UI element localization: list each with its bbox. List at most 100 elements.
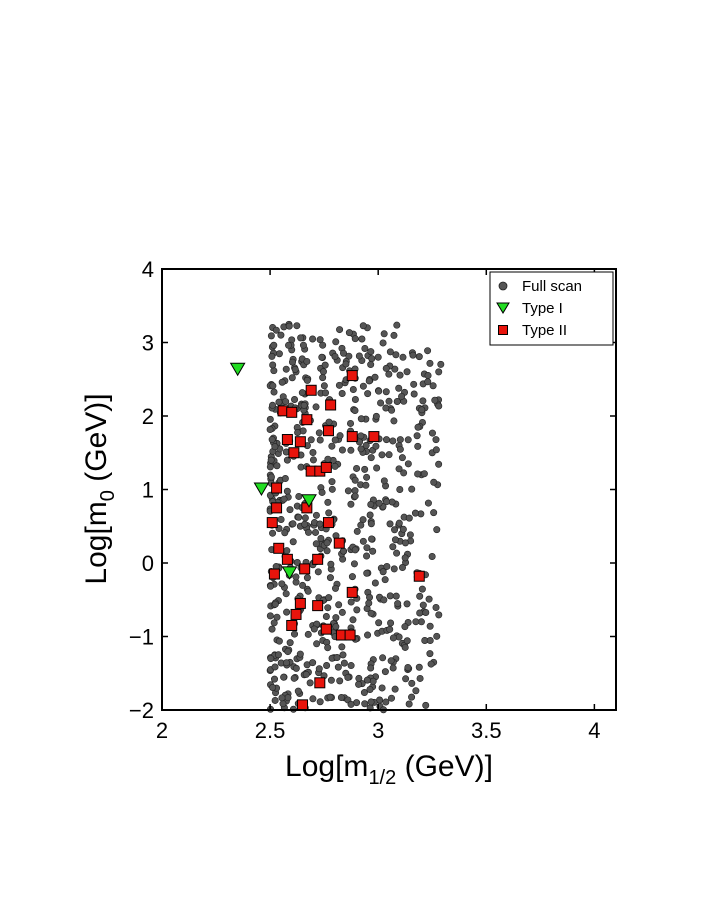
point-full-scan [304, 630, 312, 638]
point-full-scan [351, 335, 359, 343]
point-type-2 [281, 434, 293, 446]
point-full-scan [401, 554, 409, 562]
point-full-scan [328, 485, 336, 493]
point-type-2 [322, 517, 334, 529]
point-full-scan [319, 368, 327, 376]
point-full-scan [416, 592, 424, 600]
point-full-scan [269, 684, 277, 692]
point-full-scan [357, 432, 365, 440]
point-full-scan [271, 696, 279, 704]
point-full-scan [336, 326, 344, 334]
point-full-scan [378, 451, 386, 459]
point-full-scan [285, 322, 293, 330]
point-full-scan [424, 378, 432, 386]
point-full-scan [398, 454, 406, 462]
point-full-scan [269, 361, 277, 369]
point-full-scan [429, 382, 437, 390]
point-full-scan [426, 622, 434, 630]
point-full-scan [336, 677, 344, 685]
point-full-scan [303, 357, 311, 365]
point-full-scan [338, 390, 346, 398]
point-full-scan [322, 613, 330, 621]
point-full-scan [379, 654, 387, 662]
point-full-scan [294, 428, 302, 436]
point-full-scan [396, 445, 404, 453]
point-full-scan [279, 700, 287, 708]
point-full-scan [365, 377, 373, 385]
point-full-scan [316, 698, 324, 706]
point-full-scan [309, 695, 317, 703]
point-full-scan [285, 341, 293, 349]
point-full-scan [412, 618, 420, 626]
point-full-scan [419, 601, 427, 609]
point-full-scan [295, 492, 303, 500]
point-full-scan [320, 382, 328, 390]
point-full-scan [369, 547, 377, 555]
point-full-scan [392, 592, 400, 600]
point-type-2 [286, 406, 298, 418]
point-full-scan [347, 598, 355, 606]
point-full-scan [363, 544, 371, 552]
point-full-scan [357, 445, 365, 453]
point-full-scan [318, 353, 326, 361]
x-tick-label: 2 [156, 718, 168, 743]
legend-marker-full-scan [498, 281, 508, 291]
point-full-scan [316, 436, 324, 444]
point-full-scan [266, 463, 274, 471]
point-full-scan [344, 487, 352, 495]
point-full-scan [408, 679, 416, 687]
point-full-scan [415, 663, 423, 671]
point-full-scan [305, 528, 313, 536]
point-full-scan [347, 446, 355, 454]
ticks-layer: 2 2.5 3 3.5 4 −2 −1 0 1 2 3 4 [129, 257, 616, 743]
point-full-scan [363, 552, 371, 560]
point-full-scan [414, 470, 422, 478]
legend-marker-type-2 [498, 325, 508, 335]
point-full-scan [362, 481, 370, 489]
point-full-scan [389, 664, 397, 672]
y-tick-label: 4 [142, 257, 154, 282]
point-full-scan [390, 565, 398, 573]
point-full-scan [286, 639, 294, 647]
point-full-scan [309, 456, 317, 464]
point-full-scan [375, 499, 383, 507]
point-full-scan [291, 365, 299, 373]
point-full-scan [273, 462, 281, 470]
point-full-scan [272, 326, 280, 334]
point-full-scan [312, 511, 320, 519]
point-full-scan [422, 701, 430, 709]
point-full-scan [307, 436, 315, 444]
point-full-scan [398, 564, 406, 572]
point-full-scan [357, 415, 365, 423]
point-full-scan [391, 685, 399, 693]
point-full-scan [317, 534, 325, 542]
point-full-scan [424, 347, 432, 355]
x-tick-label: 3.5 [471, 718, 502, 743]
y-tick-label: 3 [142, 331, 154, 356]
legend-label-full-scan: Full scan [522, 278, 582, 295]
point-full-scan [271, 600, 279, 608]
x-axis-label: Log[m1/2 (GeV)] [285, 750, 493, 789]
point-full-scan [366, 685, 374, 693]
point-type-2 [320, 623, 332, 635]
point-full-scan [410, 380, 418, 388]
point-full-scan [359, 322, 367, 330]
point-full-scan [382, 404, 390, 412]
point-full-scan [419, 397, 427, 405]
point-full-scan [268, 625, 276, 633]
point-full-scan [351, 492, 359, 500]
point-full-scan [363, 473, 371, 481]
point-full-scan [418, 406, 426, 414]
point-full-scan [319, 341, 327, 349]
point-type-2 [297, 699, 309, 711]
point-full-scan [366, 511, 374, 519]
point-full-scan [340, 659, 348, 667]
point-full-scan [326, 574, 334, 582]
point-full-scan [367, 361, 375, 369]
point-type-1 [253, 482, 270, 497]
point-full-scan [283, 608, 291, 616]
point-full-scan [420, 470, 428, 478]
point-full-scan [328, 478, 336, 486]
point-full-scan [412, 687, 420, 695]
point-full-scan [278, 694, 286, 702]
